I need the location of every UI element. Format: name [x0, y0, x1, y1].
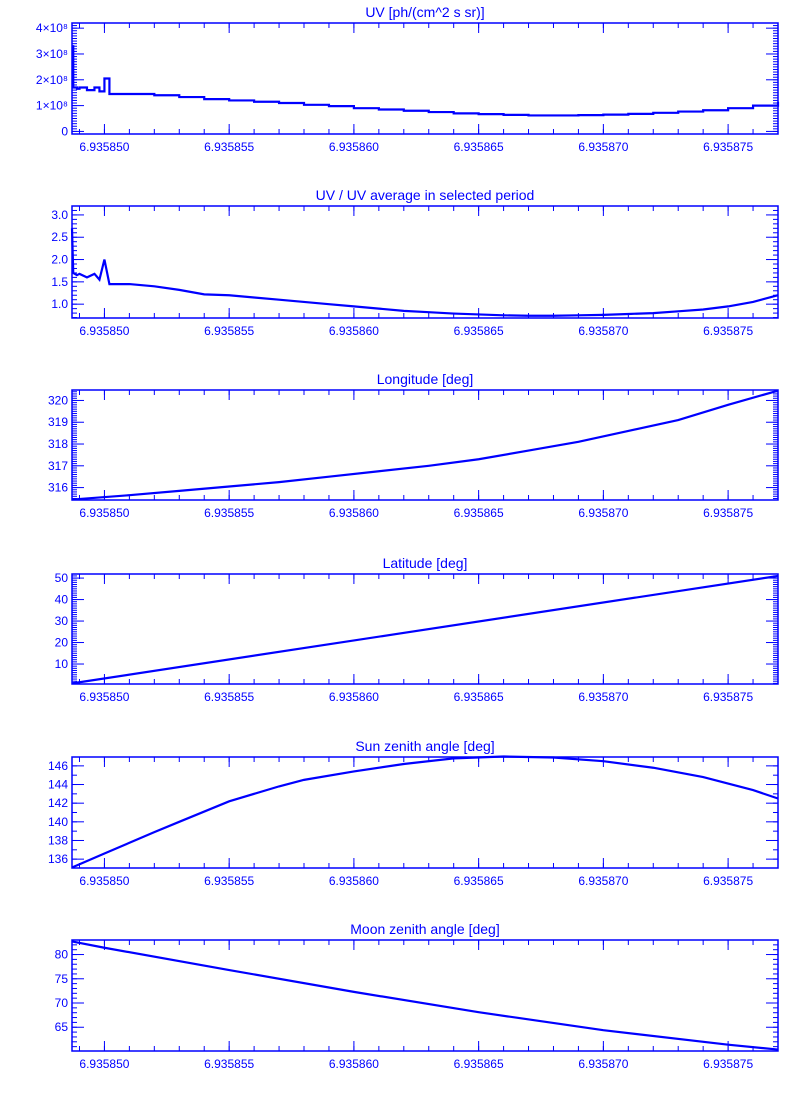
x-tick-label: 6.935870 [578, 324, 628, 338]
y-tick-label: 50 [55, 571, 69, 585]
chart-panel-3: Longitude [deg] 6.935850 6.935855 6.935860 6… [48, 371, 779, 520]
y-tick-label: 20 [55, 636, 69, 650]
x-tick-label: 6.935860 [329, 140, 379, 154]
plot-frame [71, 389, 779, 501]
y-tick-label: 2.0 [51, 253, 68, 267]
series-line [71, 574, 779, 685]
x-tick-label: 6.935870 [578, 690, 628, 704]
y-tick-label: 0 [61, 124, 68, 138]
x-tick-label: 6.935855 [204, 1057, 254, 1071]
chart-title: UV / UV average in selected period [316, 187, 535, 203]
plot-frame [71, 205, 779, 319]
y-tick-label: 142 [48, 796, 68, 810]
x-tick-label: 6.935865 [454, 506, 504, 520]
x-tick-label: 6.935860 [329, 506, 379, 520]
y-tick-label: 1.5 [51, 275, 68, 289]
chart-panel-6: Moon zenith angle [deg] 6.935850 6.935855 6… [55, 921, 779, 1071]
x-tick-label: 6.935870 [578, 140, 628, 154]
x-tick-label: 6.935875 [703, 506, 753, 520]
x-tick-label: 6.935875 [703, 140, 753, 154]
y-tick-label: 320 [48, 393, 68, 407]
series-line [72, 45, 780, 117]
chart-title: Moon zenith angle [deg] [350, 921, 499, 937]
x-tick-label: 6.935855 [204, 506, 254, 520]
y-tick-label: 317 [48, 459, 68, 473]
y-tick-label: 2.5 [51, 230, 68, 244]
x-tick-label: 6.935870 [578, 874, 628, 888]
chart-panel-2: UV / UV average in selected period 6.9358… [51, 187, 779, 338]
y-tick-label: 1.0 [51, 297, 68, 311]
series-line [71, 755, 779, 869]
y-tick-label: 30 [55, 614, 69, 628]
chart-title: Latitude [deg] [383, 555, 468, 571]
plot-frame [71, 939, 779, 1052]
x-tick-label: 6.935870 [578, 1057, 628, 1071]
y-tick-label: 144 [48, 778, 68, 792]
y-tick-label: 70 [55, 996, 69, 1010]
x-tick-label: 6.935860 [329, 1057, 379, 1071]
y-tick-label: 3×10⁸ [36, 47, 68, 61]
x-tick-label: 6.935875 [703, 874, 753, 888]
y-tick-label: 4×10⁸ [36, 21, 68, 35]
chart-title: Longitude [deg] [377, 371, 474, 387]
x-tick-label: 6.935875 [703, 690, 753, 704]
plot-frame [71, 22, 779, 135]
y-tick-label: 65 [55, 1020, 69, 1034]
y-tick-label: 75 [55, 972, 69, 986]
y-tick-label: 10 [55, 657, 69, 671]
chart-title: Sun zenith angle [deg] [355, 738, 494, 754]
chart-panel-4: Latitude [deg] 6.935850 6.935855 6.935860 6.… [55, 555, 779, 704]
y-tick-label: 138 [48, 833, 68, 847]
x-tick-label: 6.935865 [454, 1057, 504, 1071]
x-tick-label: 6.935865 [454, 874, 504, 888]
y-tick-label: 316 [48, 481, 68, 495]
y-tick-label: 2×10⁸ [36, 73, 68, 87]
chart-panel-1: UV [ph/(cm^2 s sr)] 6.935850 6.935855 6.935… [36, 4, 780, 154]
series-line [70, 228, 779, 317]
x-tick-label: 6.935860 [329, 690, 379, 704]
y-tick-label: 3.0 [51, 208, 68, 222]
x-tick-label: 6.935850 [79, 874, 129, 888]
y-tick-label: 146 [48, 759, 68, 773]
x-tick-label: 6.935875 [703, 324, 753, 338]
series-line [71, 940, 779, 1051]
x-tick-label: 6.935850 [79, 324, 129, 338]
x-tick-label: 6.935850 [79, 506, 129, 520]
x-tick-label: 6.935865 [454, 690, 504, 704]
plot-frame [71, 573, 779, 685]
x-tick-label: 6.935860 [329, 324, 379, 338]
x-tick-label: 6.935850 [79, 1057, 129, 1071]
y-tick-label: 1×10⁸ [36, 99, 68, 113]
chart-panel-5: Sun zenith angle [deg] 6.935850 6.935855 6.… [48, 738, 779, 888]
y-tick-label: 136 [48, 852, 68, 866]
x-tick-label: 6.935860 [329, 874, 379, 888]
x-tick-label: 6.935865 [454, 140, 504, 154]
x-tick-label: 6.935855 [204, 140, 254, 154]
x-tick-label: 6.935875 [703, 1057, 753, 1071]
y-tick-label: 40 [55, 593, 69, 607]
y-tick-label: 80 [55, 948, 69, 962]
x-tick-label: 6.935850 [79, 140, 129, 154]
x-tick-label: 6.935855 [204, 874, 254, 888]
chart-title: UV [ph/(cm^2 s sr)] [365, 4, 484, 20]
y-tick-label: 140 [48, 815, 68, 829]
series-line [71, 389, 779, 501]
x-tick-label: 6.935865 [454, 324, 504, 338]
x-tick-label: 6.935855 [204, 690, 254, 704]
x-tick-label: 6.935850 [79, 690, 129, 704]
y-tick-label: 318 [48, 437, 68, 451]
y-tick-label: 319 [48, 415, 68, 429]
plot-frame [71, 756, 779, 869]
x-tick-label: 6.935870 [578, 506, 628, 520]
x-tick-label: 6.935855 [204, 324, 254, 338]
